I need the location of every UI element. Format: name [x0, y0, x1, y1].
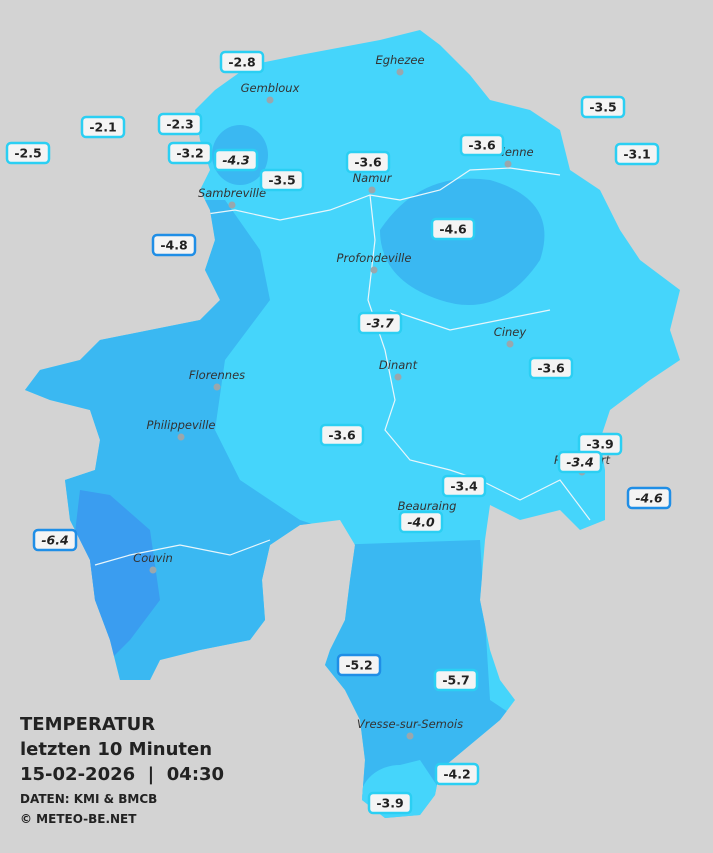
reading-label: -3.6: [354, 155, 382, 170]
zone-center: [380, 178, 545, 305]
reading-label: -3.6: [537, 361, 565, 376]
reading-label: -3.6: [328, 428, 356, 443]
city-name: Vresse-sur-Semois: [357, 717, 463, 731]
legend-copyright: © METEO-BE.NET: [20, 812, 137, 826]
city-name: Dinant: [379, 358, 418, 372]
city-dot: [213, 383, 221, 391]
reading-label: -2.5: [14, 146, 41, 161]
reading-box: [433, 668, 479, 692]
reading-box: [167, 141, 213, 165]
reading-label: -3.7: [366, 316, 394, 331]
city-dot: [228, 201, 236, 209]
reading-box: [213, 148, 259, 172]
reading-box: [345, 150, 391, 174]
reading-label: -2.3: [166, 117, 193, 132]
city-dot: [394, 373, 402, 381]
city-dot: [504, 160, 512, 168]
reading-label: -5.2: [345, 658, 372, 673]
reading-label: -4.2: [443, 767, 470, 782]
reading-box: [580, 95, 626, 119]
reading-box: [336, 653, 382, 677]
city-name: Florennes: [189, 368, 245, 382]
reading-box: [157, 112, 203, 136]
city-name: Philippeville: [147, 418, 216, 432]
city-name: Eghezee: [375, 53, 424, 67]
city-name: Beauraing: [398, 499, 457, 513]
reading-box: [441, 474, 487, 498]
city-dot: [266, 96, 274, 104]
city-name: Namur: [353, 171, 393, 185]
reading-label: -3.9: [586, 437, 613, 452]
river-bocq: [389, 309, 551, 331]
reading-label: -2.1: [89, 120, 116, 135]
reading-box: [434, 762, 480, 786]
reading-box: [430, 217, 476, 241]
reading-label: -3.6: [468, 138, 496, 153]
reading-box: [80, 115, 126, 139]
reading-label: -3.9: [376, 796, 403, 811]
reading-box: [398, 510, 444, 534]
reading-label: -2.8: [228, 55, 255, 70]
reading-label: -5.7: [442, 673, 469, 688]
reading-box: [614, 142, 660, 166]
reading-box: [626, 486, 672, 510]
reading-box: [319, 423, 365, 447]
city-name: Gembloux: [241, 81, 300, 95]
reading-label: -4.0: [407, 515, 435, 530]
reading-box: [5, 141, 51, 165]
city-dot: [177, 433, 185, 441]
city-dot: [370, 266, 378, 274]
reading-box: [367, 791, 413, 815]
city-name: Ciney: [494, 325, 527, 339]
river-sambre-meuse: [199, 167, 561, 221]
reading-box: [528, 356, 574, 380]
legend: TEMPERATUR letzten 10 Minuten 15-02-2026…: [20, 714, 224, 826]
reading-box: [151, 233, 197, 257]
reading-label: -4.3: [222, 153, 249, 168]
reading-box: [32, 528, 78, 552]
city-dot: [368, 186, 376, 194]
legend-subtitle: letzten 10 Minuten: [20, 739, 212, 760]
river-viroin: [94, 539, 271, 566]
city-dot: [149, 566, 157, 574]
legend-datetime: 15-02-2026 | 04:30: [20, 764, 224, 785]
reading-box: [219, 50, 265, 74]
reading-label: -4.8: [160, 238, 187, 253]
legend-title: TEMPERATUR: [20, 714, 155, 735]
reading-label: -3.4: [450, 479, 478, 494]
reading-label: -3.2: [176, 146, 203, 161]
reading-label: -3.5: [589, 100, 616, 115]
city-name: Profondeville: [337, 251, 412, 265]
city-dot: [396, 68, 404, 76]
reading-box: [557, 450, 603, 474]
legend-source: DATEN: KMI & BMCB: [20, 792, 157, 806]
city-name: Sambreville: [198, 186, 266, 200]
reading-label: -4.6: [439, 222, 467, 237]
reading-label: -3.5: [268, 173, 295, 188]
reading-label: -4.6: [635, 491, 663, 506]
city-name: Couvin: [133, 551, 173, 565]
river-meuse-lesse: [367, 194, 591, 521]
reading-label: -6.4: [41, 533, 68, 548]
zone-south: [330, 540, 520, 800]
reading-box: [357, 311, 403, 335]
readings: -2.8 -2.1 -2.3 -2.5 -3.2 -4.3 -3.5 -3.6 -3.6 -3.5…: [5, 50, 672, 815]
reading-box: [259, 168, 305, 192]
reading-label: -3.4: [566, 455, 593, 470]
city-dot: [406, 732, 414, 740]
city-dot: [506, 340, 514, 348]
reading-box: [459, 133, 505, 157]
reading-label: -3.1: [623, 147, 650, 162]
